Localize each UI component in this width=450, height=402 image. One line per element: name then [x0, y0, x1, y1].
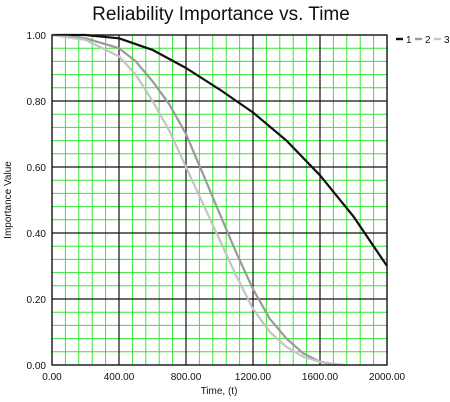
- x-tick-label: 1600.00: [302, 372, 339, 383]
- chart-title: Reliability Importance vs. Time: [92, 4, 350, 25]
- x-tick-label: 0.00: [42, 372, 62, 383]
- x-tick-label: 800.00: [171, 372, 202, 383]
- x-tick-label: 2000.00: [369, 372, 406, 383]
- series-layer: [51, 33, 388, 367]
- y-tick-label: 0.40: [27, 229, 47, 240]
- plot-background: [52, 35, 387, 365]
- legend-label-3: 3: [444, 35, 450, 46]
- y-tick-label: 0.20: [27, 295, 47, 306]
- series-line-1: [52, 33, 388, 267]
- y-tick-label: 0.80: [27, 97, 47, 108]
- series-line-3: [51, 33, 346, 367]
- x-tick-label: 1200.00: [235, 372, 272, 383]
- legend-label-1: 1: [406, 35, 412, 46]
- x-tick-label: 400.00: [104, 372, 135, 383]
- y-tick-label: 1.00: [27, 31, 47, 42]
- series-line-2: [51, 33, 338, 367]
- y-tick-label: 0.00: [27, 361, 47, 372]
- x-axis-ticks: 0.00 400.00 800.00 1200.00 1600.00 2000.00: [42, 372, 405, 383]
- major-grid: [52, 35, 387, 365]
- y-tick-label: 0.60: [27, 163, 47, 174]
- legend: 1 2 3: [396, 35, 450, 46]
- y-axis-label: Importance Value: [3, 161, 14, 239]
- plot-frame: [51, 34, 388, 366]
- y-axis-ticks: 0.00 0.20 0.40 0.60 0.80 1.00: [27, 31, 47, 372]
- x-axis-label: Time, (t): [201, 386, 238, 397]
- legend-label-2: 2: [425, 35, 431, 46]
